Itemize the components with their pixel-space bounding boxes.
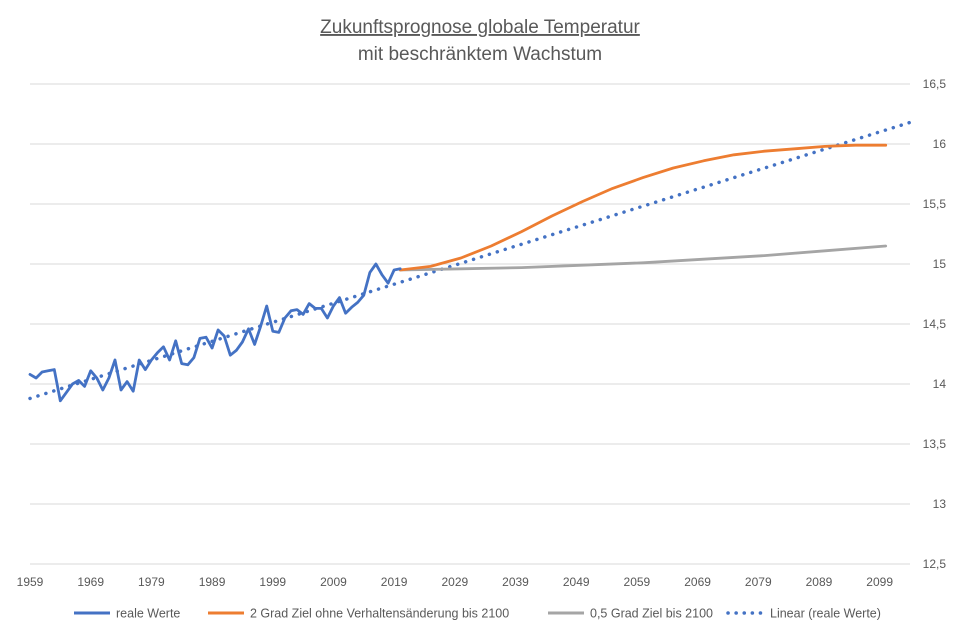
- x-tick-label: 1989: [199, 575, 226, 589]
- y-tick-label: 13,5: [923, 437, 947, 451]
- series-line-2: [398, 244, 888, 272]
- x-tick-label: 1959: [17, 575, 44, 589]
- x-tick-label: 2079: [745, 575, 772, 589]
- y-tick-label: 16,5: [923, 77, 947, 91]
- gridlines: [30, 83, 910, 565]
- y-tick-label: 15,5: [923, 197, 947, 211]
- series-line-0: [28, 262, 402, 403]
- chart-title: Zukunftsprognose globale Temperatur: [320, 17, 640, 38]
- x-tick-label: 2089: [806, 575, 833, 589]
- x-tick-label: 2019: [381, 575, 408, 589]
- legend-label-1: 2 Grad Ziel ohne Verhaltensänderung bis …: [250, 607, 509, 621]
- series-line-1: [398, 143, 888, 272]
- chart-subtitle: mit beschränktem Wachstum: [358, 44, 602, 65]
- x-tick-label: 1979: [138, 575, 165, 589]
- y-tick-label: 14,5: [923, 317, 947, 331]
- x-tick-label: 1969: [77, 575, 104, 589]
- y-tick-label: 14: [933, 377, 947, 391]
- series-group: [28, 120, 912, 403]
- y-tick-label: 13: [933, 497, 947, 511]
- x-axis-ticks: 1959 1969 1979 1989 1999 2009 2019 2029 2039 2049…: [17, 575, 894, 589]
- legend: reale Werte 2 Grad Ziel ohne Verhaltensän…: [74, 607, 881, 621]
- x-tick-label: 2009: [320, 575, 347, 589]
- legend-label-2: 0,5 Grad Ziel bis 2100: [590, 607, 713, 621]
- x-tick-label: 2059: [624, 575, 651, 589]
- x-tick-label: 1999: [259, 575, 286, 589]
- x-tick-label: 2099: [866, 575, 893, 589]
- y-axis-ticks: 12,5 13 13,5 14 14,5 15 15,5 16 16,5: [923, 77, 947, 571]
- y-tick-label: 16: [933, 137, 947, 151]
- legend-label-3: Linear (reale Werte): [770, 607, 881, 621]
- y-tick-label: 12,5: [923, 557, 947, 571]
- x-tick-label: 2069: [684, 575, 711, 589]
- x-tick-label: 2039: [502, 575, 529, 589]
- series-line-3: [28, 120, 912, 401]
- y-tick-label: 15: [933, 257, 947, 271]
- x-tick-label: 2029: [441, 575, 468, 589]
- legend-label-0: reale Werte: [116, 607, 180, 621]
- x-tick-label: 2049: [563, 575, 590, 589]
